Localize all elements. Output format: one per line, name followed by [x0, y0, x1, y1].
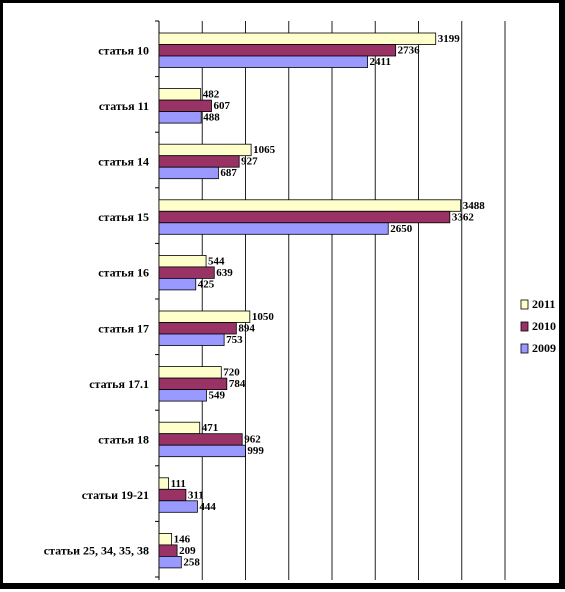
legend-swatch — [520, 299, 529, 310]
data-label: 311 — [188, 489, 204, 501]
data-label: 471 — [202, 422, 219, 434]
bar — [158, 44, 397, 57]
bar — [158, 143, 252, 157]
legend-swatch — [520, 321, 529, 332]
category-label: статья 15 — [98, 210, 149, 224]
data-label: 2411 — [370, 56, 391, 68]
category-label: статья 14 — [98, 154, 149, 168]
category-label: статья 18 — [98, 432, 149, 446]
category-label: статьи 25, 34, 35, 38 — [44, 544, 149, 558]
grid-lines — [201, 21, 506, 580]
bar — [158, 533, 173, 546]
data-label: 444 — [199, 501, 216, 513]
legend-label: 2010 — [532, 319, 556, 333]
bar — [158, 488, 187, 502]
data-label: 544 — [208, 255, 225, 267]
category-axis — [155, 20, 160, 580]
category-label: статьи 19-21 — [82, 488, 149, 502]
data-label: 488 — [203, 112, 220, 124]
bar — [158, 155, 240, 168]
bar — [158, 55, 368, 68]
bar — [158, 500, 198, 513]
bar — [158, 32, 437, 45]
data-label: 784 — [229, 378, 246, 390]
bar — [158, 210, 451, 224]
bar — [158, 389, 207, 402]
data-label: 1050 — [252, 311, 275, 323]
data-label: 753 — [226, 334, 243, 346]
data-label: 146 — [174, 533, 191, 545]
data-label: 258 — [183, 556, 200, 568]
bar — [158, 88, 202, 101]
data-label: 3199 — [438, 33, 461, 45]
bar — [158, 266, 215, 279]
data-label: 639 — [216, 267, 233, 279]
bar — [158, 477, 170, 490]
data-label: 3488 — [463, 200, 486, 212]
data-label: 111 — [171, 478, 186, 490]
data-label: 209 — [179, 545, 196, 557]
data-label: 999 — [247, 445, 264, 457]
bar — [158, 444, 246, 458]
data-label: 482 — [203, 89, 220, 101]
bar — [158, 544, 178, 557]
bar — [158, 166, 219, 180]
category-labels: статья 10 статья 11 статья 14 статья 15 стат… — [44, 43, 149, 557]
data-label: 687 — [220, 167, 237, 179]
category-label: статья 17 — [98, 321, 149, 335]
data-label: 962 — [244, 434, 261, 446]
data-label: 720 — [223, 367, 240, 379]
bars — [158, 32, 462, 569]
bar — [158, 99, 212, 112]
data-label: 2650 — [390, 223, 413, 235]
bar — [158, 366, 222, 379]
legend-swatch — [520, 343, 529, 354]
category-label: статья 16 — [98, 266, 149, 280]
bar — [158, 254, 207, 268]
data-label: 894 — [238, 323, 255, 335]
bar — [158, 421, 201, 435]
bar — [158, 277, 197, 291]
bar — [158, 310, 251, 323]
bar — [158, 222, 389, 235]
bar — [158, 333, 225, 346]
category-label: статья 17.1 — [89, 377, 149, 391]
bar — [158, 322, 237, 335]
bar — [158, 377, 228, 391]
data-label: 549 — [208, 390, 225, 402]
bar — [158, 199, 462, 212]
bar — [158, 111, 202, 124]
legend: 2011 2010 2009 — [520, 297, 556, 355]
data-label: 3362 — [452, 211, 475, 223]
category-label: статья 11 — [99, 99, 149, 113]
legend-label: 2011 — [532, 297, 555, 311]
category-label: статья 10 — [98, 43, 149, 57]
bar — [158, 433, 243, 446]
legend-label: 2009 — [532, 341, 556, 355]
data-label: 2736 — [398, 45, 421, 57]
data-label: 1065 — [253, 144, 276, 156]
bar — [158, 556, 182, 569]
data-label: 425 — [198, 278, 215, 290]
data-label: 927 — [241, 156, 258, 168]
data-label: 607 — [214, 100, 231, 112]
